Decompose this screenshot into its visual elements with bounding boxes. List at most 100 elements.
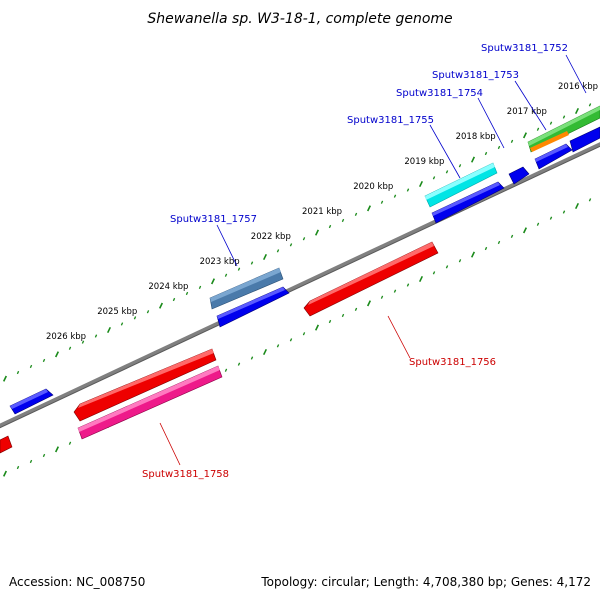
- scale-tick: [549, 121, 553, 125]
- scale-tick: [354, 212, 358, 216]
- scale-tick: [549, 216, 553, 220]
- scale-tick: [522, 227, 528, 234]
- scale-tick: [328, 319, 332, 324]
- tick-label-2025: 2025 kbp: [97, 307, 137, 317]
- scale-tick: [276, 249, 280, 253]
- gene-labels: Sputw3181_1752 Sputw3181_1753 Sputw3181_…: [142, 43, 568, 480]
- scale-tick: [484, 151, 488, 156]
- tick-label-2022: 2022 kbp: [251, 232, 291, 242]
- forward-features: [9, 105, 600, 415]
- genome-backbone: [0, 142, 600, 429]
- scale-tick: [574, 202, 580, 210]
- scale-tick: [68, 346, 72, 350]
- scale-tick: [185, 291, 189, 296]
- cds-reverse-1756[interactable]: [303, 241, 439, 317]
- scale-tick: [406, 188, 410, 192]
- gene-label-1755[interactable]: Sputw3181_1755: [347, 115, 434, 126]
- scale-tick: [120, 322, 124, 326]
- scale-tick: [574, 107, 580, 115]
- cds-reverse-1760[interactable]: [0, 435, 13, 454]
- scale-tick: [314, 324, 320, 331]
- scale-tick: [366, 205, 372, 212]
- cds-forward-1759[interactable]: [9, 388, 54, 415]
- scale-tick: [54, 351, 60, 358]
- scale-tick: [250, 356, 254, 360]
- tick-label-2018: 2018 kbp: [456, 132, 496, 142]
- scale-tick: [314, 229, 320, 236]
- scale-tick: [289, 243, 293, 247]
- scale-tick: [522, 132, 528, 139]
- cds-forward-1757[interactable]: [216, 286, 290, 328]
- scale-tick: [341, 313, 345, 318]
- gene-label-1756[interactable]: Sputw3181_1756: [409, 357, 496, 368]
- gene-label-1757[interactable]: Sputw3181_1757: [170, 214, 257, 225]
- map-title: Shewanella sp. W3-18-1, complete genome: [147, 11, 452, 27]
- scale-tick: [510, 234, 514, 238]
- scale-tick: [588, 198, 592, 202]
- scale-tick: [393, 194, 397, 198]
- scale-tick: [341, 218, 345, 223]
- tick-label-2026: 2026 kbp: [46, 332, 86, 342]
- scale-tick: [42, 453, 46, 458]
- gene-label-1758[interactable]: Sputw3181_1758: [142, 469, 229, 480]
- scale-tick: [276, 344, 280, 348]
- scale-tick: [366, 300, 372, 307]
- scale-tick: [497, 240, 501, 245]
- scale-tick: [418, 180, 424, 188]
- cds-forward-1752[interactable]: [569, 126, 600, 153]
- tick-label-2017: 2017 kbp: [507, 107, 547, 117]
- scale-tick: [54, 446, 60, 453]
- scale-tick: [418, 275, 424, 283]
- scale-tick: [29, 364, 33, 369]
- scale-tick: [106, 326, 112, 334]
- scale-tick: [237, 267, 241, 271]
- scale-tick: [445, 170, 449, 174]
- scale-tick: [470, 251, 476, 258]
- scale-tick: [484, 246, 488, 251]
- scale-tick: [562, 210, 566, 214]
- scale-tick: [16, 465, 20, 470]
- scale-tick: [432, 176, 436, 180]
- scale-tick: [445, 265, 449, 269]
- scale-tick: [42, 358, 46, 363]
- scale-tick: [588, 103, 592, 107]
- scale-tick: [470, 156, 476, 163]
- scale-tick: [458, 164, 462, 168]
- scale-tick: [380, 200, 384, 204]
- leader-lines: [159, 54, 587, 466]
- scale-ticks-outer: [2, 103, 592, 382]
- cds-reverse-1758[interactable]: [73, 348, 217, 422]
- scale-tick: [224, 368, 228, 372]
- scale-tick: [158, 302, 164, 309]
- scale-tick: [198, 285, 202, 290]
- scale-tick: [94, 334, 98, 338]
- gene-label-1754[interactable]: Sputw3181_1754: [396, 88, 483, 99]
- gene-label-1753[interactable]: Sputw3181_1753: [432, 70, 519, 81]
- scale-tick: [250, 261, 254, 265]
- scale-tick: [133, 316, 137, 320]
- tick-label-2023: 2023 kbp: [200, 257, 240, 267]
- scale-tick: [262, 348, 268, 356]
- scale-tick-labels: 2016 kbp 2017 kbp 2018 kbp 2019 kbp 2020 kbp…: [46, 82, 598, 342]
- scale-tick: [458, 259, 462, 263]
- scale-tick: [432, 271, 436, 275]
- scale-tick: [29, 459, 33, 464]
- tick-label-2016: 2016 kbp: [558, 82, 598, 92]
- scale-tick: [172, 297, 176, 302]
- scale-tick: [16, 370, 20, 375]
- scale-tick: [328, 224, 332, 229]
- scale-tick: [380, 295, 384, 299]
- feature-1753-orange[interactable]: [530, 131, 569, 152]
- scale-tick: [289, 338, 293, 342]
- cds-forward-1755[interactable]: [431, 181, 505, 224]
- scale-tick: [536, 222, 540, 226]
- gene-label-1752[interactable]: Sputw3181_1752: [481, 43, 568, 54]
- scale-tick: [406, 283, 410, 287]
- cds-forward-1754[interactable]: [508, 166, 530, 185]
- tick-label-2021: 2021 kbp: [302, 207, 342, 217]
- tick-label-2024: 2024 kbp: [148, 282, 188, 292]
- scale-tick: [302, 332, 306, 336]
- reverse-features: [0, 241, 439, 454]
- scale-tick: [81, 340, 85, 344]
